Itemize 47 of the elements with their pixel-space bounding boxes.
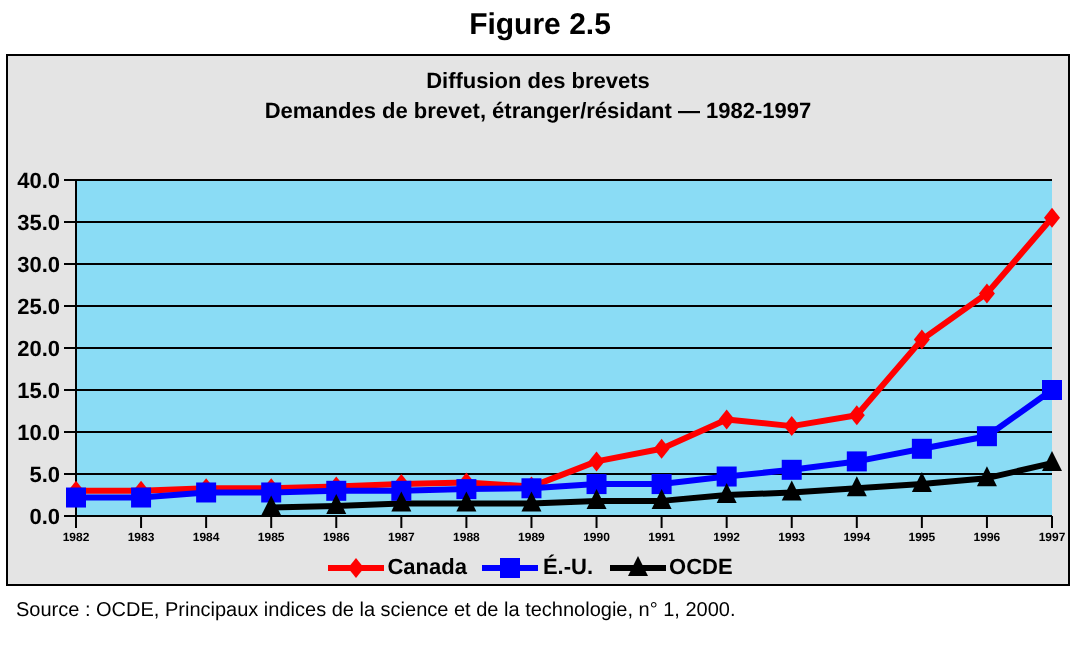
chart-subtitle: Diffusion des brevets Demandes de brevet, étranger/résidant — 1982-1997 <box>262 68 814 128</box>
point <box>1044 207 1060 228</box>
point <box>653 438 670 459</box>
point <box>718 409 735 430</box>
point <box>326 493 347 514</box>
y-tick-label: 20.0 <box>17 337 60 362</box>
legend-label: É.-U. <box>542 556 594 580</box>
point <box>846 476 867 497</box>
source-note: Source : OCDE, Principaux indices de la science et de la technologie, n° 1, 2000. <box>16 600 736 622</box>
point <box>1042 451 1062 472</box>
point <box>976 466 997 487</box>
point <box>131 487 152 508</box>
legend-label: Canada <box>387 556 467 580</box>
y-tick-label: 25.0 <box>17 295 60 320</box>
point <box>651 488 672 509</box>
point <box>651 474 672 495</box>
point <box>976 426 997 447</box>
point <box>848 405 865 426</box>
y-tick-label: 30.0 <box>17 253 60 278</box>
y-tick-label: 10.0 <box>17 421 60 446</box>
point <box>456 491 477 512</box>
point <box>521 491 542 512</box>
point <box>781 459 802 480</box>
point <box>911 472 932 493</box>
y-tick-label: 35.0 <box>17 211 60 236</box>
point <box>716 483 737 503</box>
point <box>781 480 802 501</box>
y-tick-label: 0.0 <box>29 505 60 530</box>
point <box>66 487 86 508</box>
point <box>783 416 800 437</box>
y-tick-label: 5.0 <box>29 463 60 488</box>
point <box>391 491 412 512</box>
point <box>913 329 930 350</box>
point <box>846 451 867 472</box>
legend-label: OCDE <box>669 556 733 580</box>
point <box>588 451 605 472</box>
point <box>1042 380 1062 400</box>
chart-title: Figure 2.5 <box>467 6 613 46</box>
point <box>456 479 477 500</box>
point <box>978 283 995 304</box>
point <box>586 474 607 495</box>
point <box>716 466 737 487</box>
point <box>911 438 932 459</box>
y-tick-label: 40.0 <box>17 169 60 194</box>
point <box>261 495 282 516</box>
point <box>586 488 607 509</box>
y-tick-label: 15.0 <box>17 379 60 404</box>
